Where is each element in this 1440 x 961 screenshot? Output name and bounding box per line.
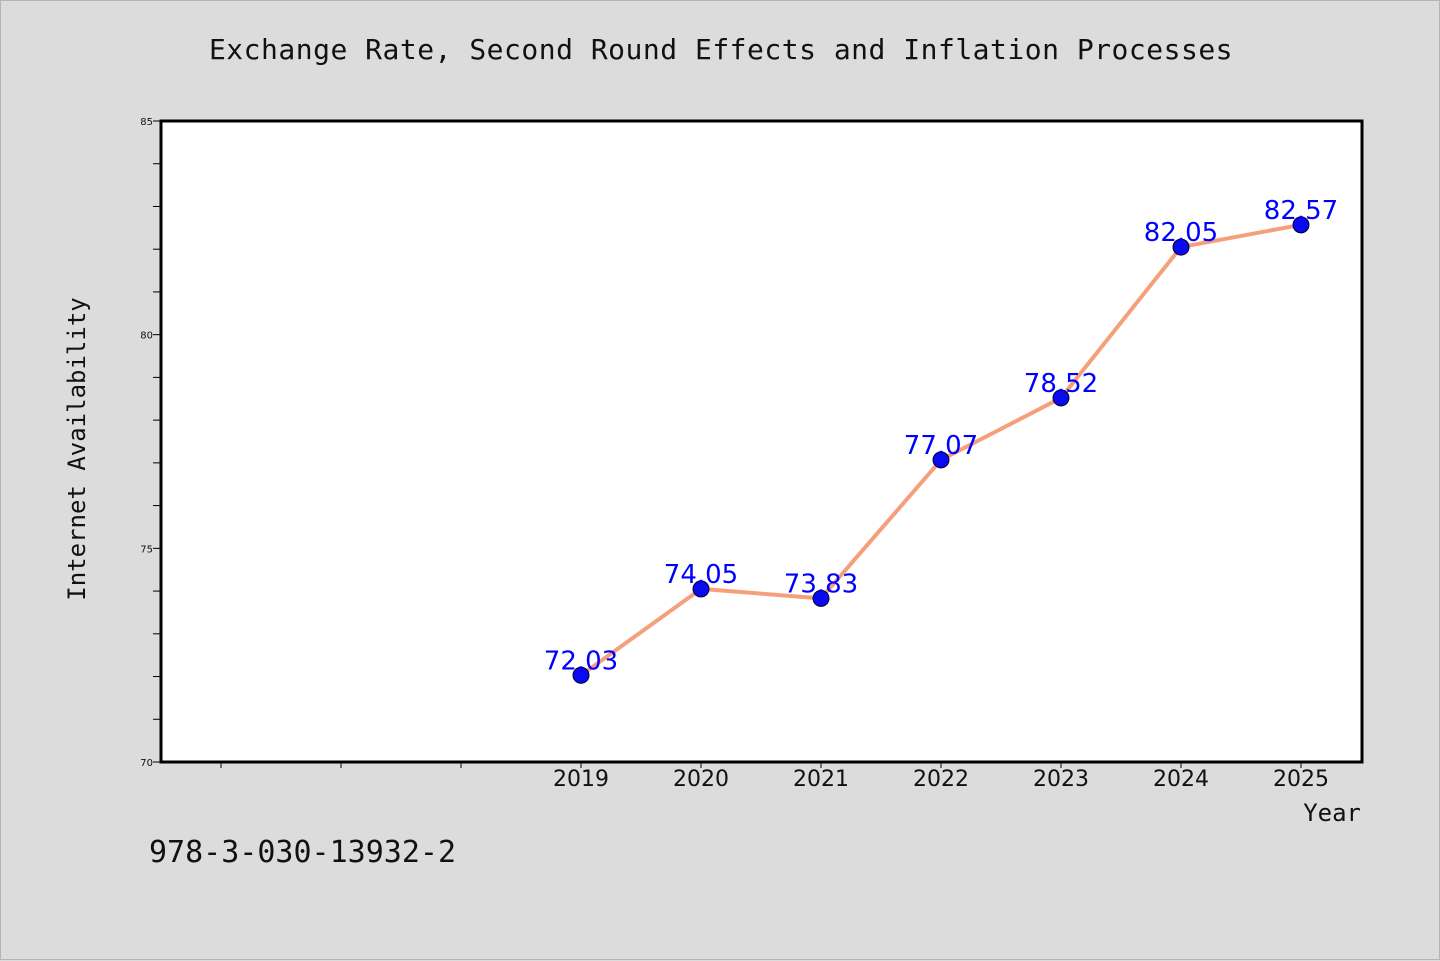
footer-code: 978-3-030-13932-2 bbox=[149, 835, 457, 870]
x-tick-label: 2020 bbox=[673, 767, 729, 792]
data-point bbox=[932, 451, 950, 469]
y-axis-label: Internet Availability bbox=[63, 297, 91, 600]
x-minor-ticks bbox=[220, 762, 462, 768]
data-point bbox=[1172, 238, 1190, 256]
data-point bbox=[572, 666, 590, 684]
data-point bbox=[1292, 216, 1310, 234]
data-label: 77.07 bbox=[904, 431, 978, 461]
data-value-labels: 72.03 74.05 73.83 77.07 78.52 82.05 82.57 bbox=[544, 196, 1338, 676]
y-tick-label: 75 bbox=[140, 544, 153, 555]
x-tick-label: 2024 bbox=[1153, 767, 1209, 792]
data-label: 82.05 bbox=[1144, 218, 1218, 248]
y-minor-ticks bbox=[153, 163, 161, 720]
data-point bbox=[812, 589, 830, 607]
data-label: 73.83 bbox=[784, 569, 858, 599]
x-tick-label: 2022 bbox=[913, 767, 969, 792]
x-tick-label: 2025 bbox=[1273, 767, 1329, 792]
data-point bbox=[1052, 389, 1070, 407]
x-axis-ticks: 2019 2020 2021 2022 2023 2024 2025 bbox=[553, 762, 1329, 792]
y-tick-label: 70 bbox=[140, 758, 153, 769]
x-tick-label: 2019 bbox=[553, 767, 609, 792]
chart-title: Exchange Rate, Second Round Effects and … bbox=[208, 33, 1234, 66]
x-axis-label: Year bbox=[1303, 799, 1361, 827]
y-tick-label: 85 bbox=[140, 117, 153, 128]
data-label: 78.52 bbox=[1024, 369, 1098, 399]
x-tick-label: 2023 bbox=[1033, 767, 1089, 792]
y-tick-label: 80 bbox=[140, 331, 153, 342]
y-axis-ticks: 70 75 80 85 bbox=[140, 117, 161, 769]
plot-area bbox=[159, 119, 1364, 764]
data-label: 82.57 bbox=[1264, 196, 1338, 226]
x-tick-label: 2021 bbox=[793, 767, 849, 792]
data-label: 72.03 bbox=[544, 646, 618, 676]
data-label: 74.05 bbox=[664, 560, 738, 590]
data-point bbox=[692, 580, 710, 598]
data-markers bbox=[572, 216, 1310, 684]
